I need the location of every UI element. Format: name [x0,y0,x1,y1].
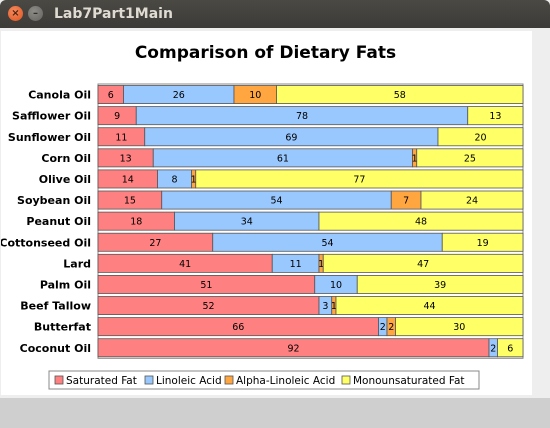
data-label: 27 [149,238,161,249]
data-label: 51 [200,280,212,291]
category-label: Lard [63,257,91,270]
chart-panel: Comparison of Dietary Fats Canola Oil 6 26 1… [1,31,532,395]
data-label: 77 [353,174,365,185]
category-label: Safflower Oil [12,110,91,123]
data-label: 58 [394,90,406,101]
data-label: 30 [453,322,465,333]
data-label: 1 [318,259,324,270]
data-label: 54 [321,238,333,249]
legend-label: Monounsaturated Fat [353,375,465,387]
data-label: 11 [115,132,127,143]
category-label: Butterfat [34,321,91,334]
bar-segment [335,296,524,316]
window-title: Lab7Part1Main [54,6,173,22]
bar-segment [356,274,524,294]
data-label: 10 [330,280,342,291]
category-label: Olive Oil [39,173,91,186]
bar-segment [322,253,524,273]
minimize-icon[interactable]: – [28,6,43,21]
category-label: Corn Oil [41,152,91,165]
data-label: 1 [412,153,418,164]
data-label: 3 [322,301,328,312]
data-label: 2 [490,343,496,354]
title-bar[interactable]: × – Lab7Part1Main [0,0,550,28]
data-label: 47 [417,259,429,270]
bar-segment [467,106,524,126]
data-label: 61 [277,153,289,164]
data-label: 41 [179,259,191,270]
data-label: 10 [249,90,261,101]
data-label: 7 [403,196,409,207]
bar-segment [276,85,524,105]
data-label: 20 [474,132,486,143]
legend-label: Alpha-Linoleic Acid [236,375,335,387]
legend-box [48,370,480,390]
data-label: 24 [466,196,478,207]
category-label: Soybean Oil [17,194,91,207]
data-label: 69 [285,132,297,143]
legend-swatch [54,375,64,385]
app-window: × – Lab7Part1Main Comparison of Dietary … [0,0,550,398]
data-label: 26 [173,90,185,101]
legend-swatch [341,375,351,385]
data-label: 6 [507,343,513,354]
bar-segment [441,232,524,252]
data-label: 1 [191,174,197,185]
data-label: 39 [434,280,446,291]
data-label: 52 [202,301,214,312]
data-label: 66 [232,322,244,333]
data-label: 92 [287,343,299,354]
category-label: Peanut Oil [26,215,91,228]
bar-segment [395,317,524,337]
category-label: Cottonseed Oil [1,236,91,249]
legend-swatch [144,375,154,385]
bar-segment [416,148,524,168]
data-label: 6 [108,90,114,101]
bar-segment [437,127,524,147]
data-label: 9 [114,111,120,122]
data-label: 2 [388,322,394,333]
chart-title: Comparison of Dietary Fats [135,43,396,63]
legend-label: Linoleic Acid [156,375,222,387]
category-label: Canola Oil [28,89,91,102]
data-label: 14 [122,174,134,185]
data-label: 15 [124,196,136,207]
category-label: Coconut Oil [20,342,91,355]
data-label: 25 [464,153,476,164]
data-label: 44 [423,301,435,312]
data-label: 8 [171,174,177,185]
legend-label: Saturated Fat [66,375,137,387]
data-label: 13 [489,111,501,122]
data-label: 1 [331,301,337,312]
data-label: 48 [415,217,427,228]
category-label: Palm Oil [40,278,91,291]
category-label: Sunflower Oil [8,131,91,144]
data-label: 34 [241,217,253,228]
bar-segment [318,211,524,231]
data-label: 2 [380,322,386,333]
data-label: 19 [477,238,489,249]
category-label: Beef Tallow [20,300,91,313]
legend-swatch [224,375,234,385]
data-label: 78 [296,111,308,122]
close-icon[interactable]: × [8,6,23,21]
data-label: 54 [270,196,282,207]
data-label: 13 [120,153,132,164]
bar-segment [497,338,524,358]
data-label: 11 [290,259,302,270]
bar-segment [420,190,524,210]
data-label: 18 [130,217,142,228]
bar-segment [195,169,524,189]
